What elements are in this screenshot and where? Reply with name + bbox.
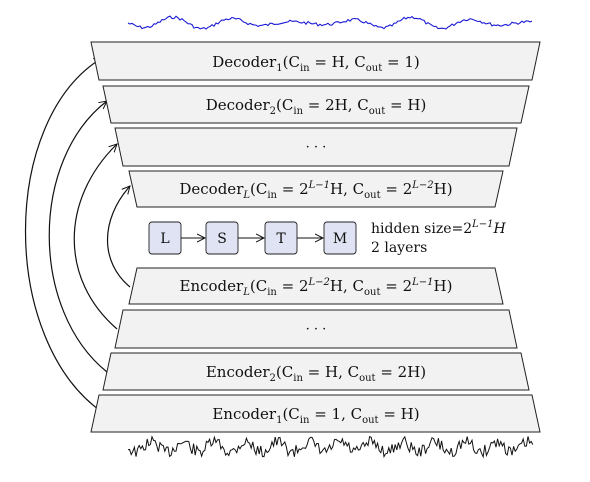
decoder-dots-label: · · · <box>306 140 327 155</box>
encoder-1-label: Encoder1(Cin = 1, Cout = H) <box>212 405 419 426</box>
lstm-box-m <box>323 221 357 255</box>
decoder-2-label: Decoder2(Cin = 2H, Cout = H) <box>206 96 427 117</box>
decoder-2-layer: Decoder2(Cin = 2H, Cout = H) <box>102 85 530 124</box>
lstm-letter-t: T <box>276 231 286 247</box>
encoder-2-label: Encoder2(Cin = H, Cout = 2H) <box>206 363 426 384</box>
lstm-layers-label: 2 layers <box>371 240 427 256</box>
encoder-L-label: EncoderL(Cin = 2L−2H, Cout = 2L−1H) <box>180 277 453 298</box>
encoder-L-layer: EncoderL(Cin = 2L−2H, Cout = 2L−1H) <box>128 267 504 305</box>
decoder-1-label: Decoder1(Cin = H, Cout = 1) <box>212 53 420 74</box>
skip-connection-encoderL-decoderL <box>106 186 131 288</box>
decoder-L-label: DecoderL(Cin = 2L−1H, Cout = 2L−2H) <box>179 180 452 201</box>
encoder-dots-label: · · · <box>306 322 327 337</box>
lstm-letter-m: M <box>333 231 347 247</box>
skip-connection-encoder2-decoder2 <box>48 101 107 373</box>
decoder-L-layer: DecoderL(Cin = 2L−1H, Cout = 2L−2H) <box>128 170 504 208</box>
skip-connection-dots <box>73 144 117 330</box>
lstm-hidden-size-label: hidden size=2L−1H <box>371 219 507 237</box>
lstm-letter-l: L <box>160 231 169 247</box>
decoder-1-layer: Decoder1(Cin = H, Cout = 1) <box>90 41 541 81</box>
skip-connection-encoder1-decoder1 <box>24 58 103 413</box>
encoder-dots-layer: · · · <box>114 309 518 349</box>
lstm-block: L S T M hidden size=2L−1H 2 layers <box>148 219 507 256</box>
lstm-letter-s: S <box>217 231 227 247</box>
encoder-2-layer: Encoder2(Cin = H, Cout = 2H) <box>102 352 530 391</box>
input-waveform <box>127 435 534 459</box>
output-waveform <box>127 15 533 30</box>
decoder-dots-layer: · · · <box>114 127 518 167</box>
encoder-1-layer: Encoder1(Cin = 1, Cout = H) <box>90 394 541 433</box>
